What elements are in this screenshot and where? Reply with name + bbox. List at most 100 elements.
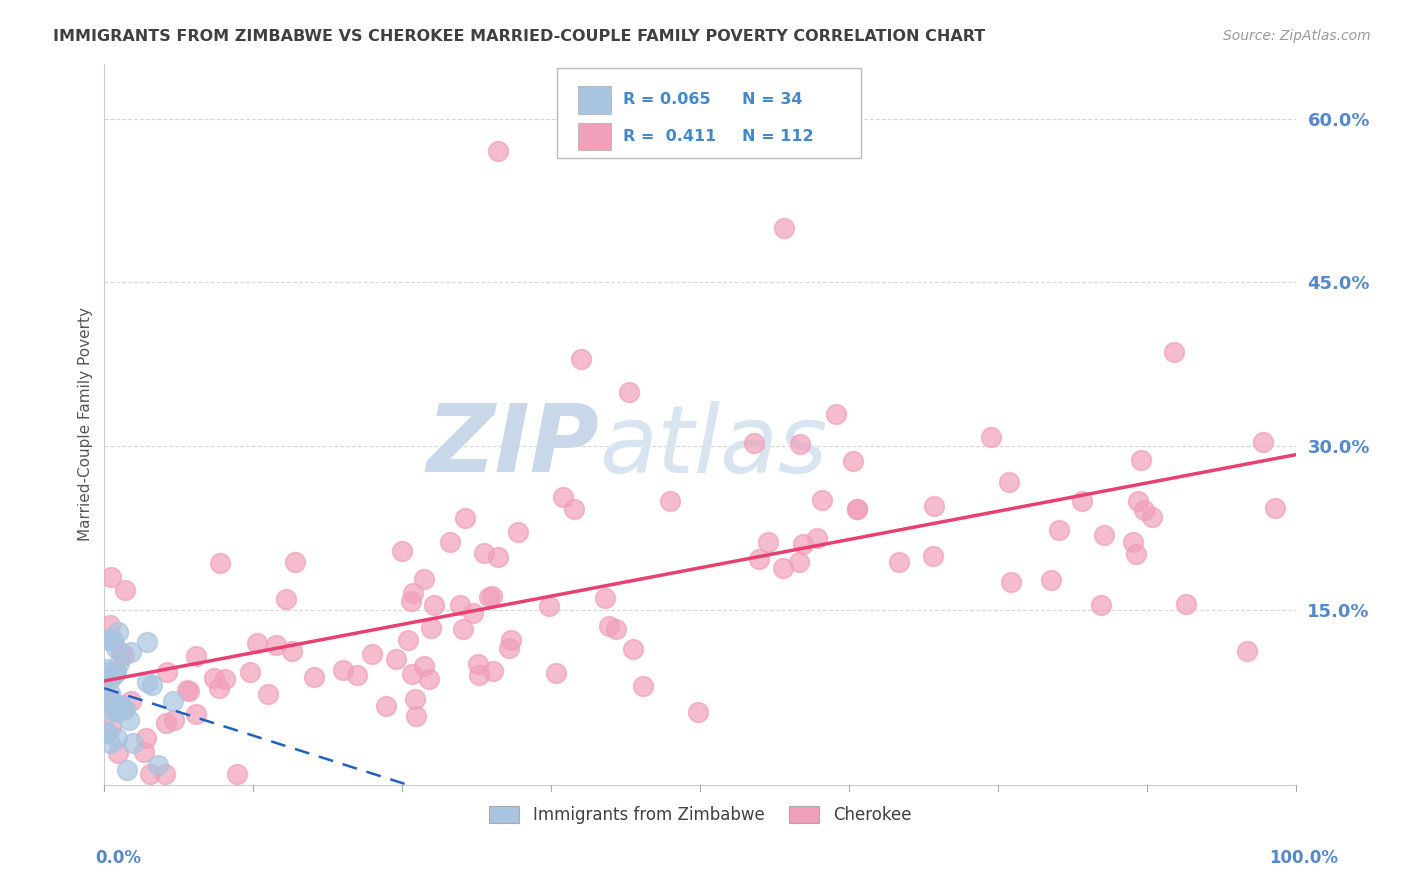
Point bbox=[94, 724, 117, 739]
Point bbox=[163, 713, 186, 727]
Point bbox=[845, 502, 868, 516]
FancyBboxPatch shape bbox=[557, 68, 862, 158]
Point bbox=[921, 549, 943, 564]
Point bbox=[756, 535, 779, 549]
Point bbox=[537, 599, 560, 614]
Point bbox=[146, 758, 169, 772]
Point bbox=[239, 665, 262, 680]
Point bbox=[94, 701, 117, 715]
Point bbox=[98, 736, 121, 750]
Point bbox=[101, 695, 124, 709]
Text: atlas: atlas bbox=[599, 401, 827, 491]
Point bbox=[688, 705, 710, 719]
Point bbox=[284, 556, 307, 570]
FancyBboxPatch shape bbox=[578, 123, 612, 150]
Point bbox=[101, 669, 124, 683]
Point bbox=[598, 619, 620, 633]
Point bbox=[401, 667, 423, 681]
Point bbox=[1126, 494, 1149, 508]
Point bbox=[772, 220, 794, 235]
Point bbox=[155, 767, 177, 781]
Point bbox=[998, 475, 1021, 490]
Point bbox=[117, 764, 139, 778]
Text: IMMIGRANTS FROM ZIMBABWE VS CHEROKEE MARRIED-COUPLE FAMILY POVERTY CORRELATION C: IMMIGRANTS FROM ZIMBABWE VS CHEROKEE MAR… bbox=[53, 29, 986, 44]
Point bbox=[100, 570, 122, 584]
Text: N = 112: N = 112 bbox=[742, 128, 814, 144]
Point bbox=[107, 746, 129, 760]
Point bbox=[202, 671, 225, 685]
Point bbox=[141, 678, 163, 692]
Point bbox=[418, 672, 440, 686]
Point bbox=[264, 639, 287, 653]
Point bbox=[107, 657, 129, 671]
Point bbox=[132, 745, 155, 759]
Y-axis label: Married-Couple Family Poverty: Married-Couple Family Poverty bbox=[79, 308, 93, 541]
Point bbox=[246, 636, 269, 650]
Point bbox=[569, 351, 592, 366]
Point bbox=[1000, 575, 1022, 590]
Point bbox=[439, 535, 461, 549]
Point bbox=[155, 665, 177, 680]
Point bbox=[789, 555, 811, 569]
Point bbox=[806, 531, 828, 545]
Point bbox=[114, 702, 136, 716]
Point bbox=[214, 672, 236, 686]
Point bbox=[481, 589, 503, 603]
Point bbox=[375, 698, 398, 713]
Point bbox=[1264, 500, 1286, 515]
Point bbox=[184, 648, 207, 663]
Point bbox=[472, 546, 495, 560]
Point bbox=[1140, 509, 1163, 524]
Point bbox=[846, 502, 869, 516]
Text: N = 34: N = 34 bbox=[742, 93, 803, 107]
Point bbox=[1092, 528, 1115, 542]
Point bbox=[332, 664, 354, 678]
Point bbox=[841, 454, 863, 468]
Point bbox=[789, 436, 811, 450]
Point bbox=[478, 590, 501, 604]
Point bbox=[792, 537, 814, 551]
Point bbox=[274, 591, 297, 606]
Point bbox=[209, 557, 232, 571]
Point bbox=[412, 572, 434, 586]
Point bbox=[110, 698, 132, 712]
Point bbox=[564, 502, 586, 516]
Point bbox=[405, 708, 427, 723]
Point bbox=[114, 583, 136, 598]
Point bbox=[302, 670, 325, 684]
Point bbox=[748, 551, 770, 566]
Point bbox=[155, 715, 177, 730]
Point bbox=[162, 694, 184, 708]
Point bbox=[94, 694, 117, 708]
Point bbox=[1174, 597, 1197, 611]
Text: R =  0.411: R = 0.411 bbox=[623, 128, 716, 144]
Point bbox=[346, 668, 368, 682]
Point bbox=[1163, 345, 1185, 359]
Point bbox=[136, 674, 159, 689]
Point bbox=[498, 641, 520, 656]
Point bbox=[481, 664, 503, 678]
Point bbox=[107, 698, 129, 712]
Point bbox=[1125, 547, 1147, 561]
Point bbox=[107, 625, 129, 640]
Point bbox=[506, 524, 529, 539]
Point bbox=[454, 511, 477, 525]
Point bbox=[1047, 523, 1070, 537]
Point bbox=[824, 407, 846, 421]
Text: 100.0%: 100.0% bbox=[1270, 849, 1339, 867]
Point bbox=[179, 683, 201, 698]
Point bbox=[658, 494, 681, 508]
FancyBboxPatch shape bbox=[578, 87, 612, 113]
Point bbox=[360, 647, 382, 661]
Point bbox=[176, 683, 198, 698]
Point bbox=[887, 555, 910, 569]
Point bbox=[281, 644, 304, 658]
Point bbox=[385, 651, 408, 665]
Point bbox=[404, 691, 426, 706]
Point bbox=[742, 435, 765, 450]
Point bbox=[617, 384, 640, 399]
Point bbox=[621, 642, 644, 657]
Point bbox=[605, 623, 627, 637]
Point bbox=[94, 662, 117, 676]
Point bbox=[401, 593, 423, 607]
